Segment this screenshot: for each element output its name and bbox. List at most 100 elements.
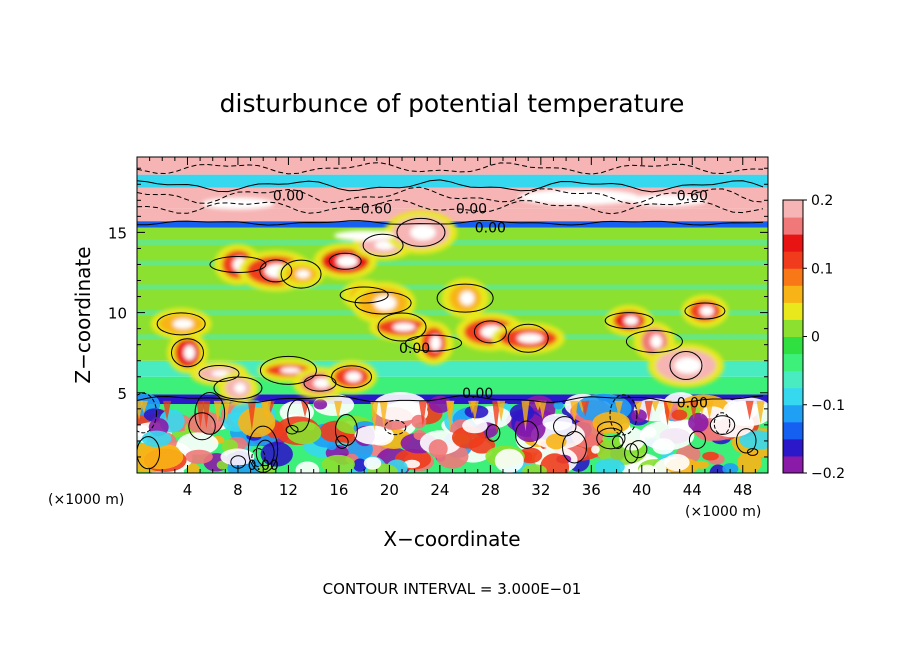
contour-ring-6	[339, 286, 389, 304]
turbulent-cell	[186, 463, 200, 473]
turbulent-contour	[611, 435, 624, 450]
turbulent-contour	[194, 391, 226, 435]
x-tick-label-7: 32	[531, 481, 550, 499]
contour-ring-13	[331, 365, 373, 389]
turbulent-cell	[295, 461, 320, 473]
turbulent-plume	[334, 400, 343, 420]
turbulent-contour	[514, 420, 539, 449]
turbulent-cell	[372, 392, 428, 422]
layer-band-1	[137, 394, 768, 405]
contour-ring-23	[436, 283, 494, 313]
x-tick-label-8: 36	[582, 481, 601, 499]
turbulent-cell	[709, 411, 755, 438]
turbulent-cell	[238, 407, 276, 438]
contour-line-5	[137, 219, 764, 226]
colorbar-tick-label-4: −0.2	[811, 466, 845, 482]
contour-ring-8	[170, 338, 204, 368]
colorbar-tick-label-2: 0	[811, 330, 820, 346]
turbulent-plume	[534, 400, 543, 411]
turbulent-cell	[540, 453, 570, 473]
x-tick-label-9: 40	[632, 481, 651, 499]
turbulent-cell	[363, 456, 382, 470]
turbulent-cell	[688, 412, 709, 433]
patch-peak-12	[313, 378, 331, 389]
turbulent-cell	[702, 451, 719, 461]
turbulent-plume	[644, 400, 653, 422]
contour-line-1	[137, 179, 764, 193]
turbulent-cell	[313, 394, 355, 416]
turbulent-cell	[522, 464, 547, 473]
turbulent-contour	[285, 424, 299, 435]
turbulent-plume	[492, 400, 501, 433]
colorbar-swatch-13	[783, 234, 803, 252]
turbulent-cell	[739, 430, 768, 450]
contour-ring-18	[604, 312, 654, 330]
x-tick-label-2: 12	[279, 481, 298, 499]
turbulent-cell	[494, 448, 524, 473]
contour-label-3: 0.00	[475, 221, 506, 237]
turbulent-cell	[354, 425, 392, 445]
turbulent-plume	[213, 400, 222, 423]
patch-peak-23	[460, 291, 475, 306]
x-tick-label-10: 44	[683, 481, 702, 499]
turbulent-contour	[746, 448, 759, 456]
x-axis-ticks: 4 8 12 16 20 24 28 32 36 40 44 48	[149, 157, 756, 499]
contour-line-4	[137, 162, 764, 175]
upper-warm-band-2	[627, 194, 708, 207]
turbulent-cell	[619, 427, 646, 451]
turbulent-contour	[596, 427, 626, 450]
turbulent-plume	[468, 400, 477, 414]
turbulent-cell	[631, 409, 647, 423]
colorbar-swatch-15	[783, 200, 803, 218]
colorbar-tick-label-1: 0.1	[811, 261, 833, 277]
upper-warm-band-0	[334, 230, 395, 241]
contour-ring-17	[507, 323, 549, 353]
turbulent-contour	[624, 443, 639, 464]
turbulent-plume	[581, 400, 590, 417]
turbulent-plume	[689, 400, 698, 420]
turbulent-plume	[697, 400, 706, 416]
turbulent-cell	[353, 458, 367, 472]
colorbar-swatch-2	[783, 421, 803, 440]
patch-peak-22	[173, 318, 194, 329]
contour-ring-11	[259, 355, 317, 385]
turbulent-cell	[257, 464, 276, 473]
turbulent-cell	[545, 433, 567, 450]
contour-ring-20	[669, 351, 703, 381]
patch-peak-5	[296, 270, 310, 279]
turbulent-cell	[321, 454, 355, 473]
patch-peak-8	[183, 345, 196, 360]
colorbar-swatch-3	[783, 404, 803, 423]
patch-peak-15	[430, 335, 442, 351]
colorbar: 0.2 0.1 0 −0.1 −0.2	[782, 193, 845, 482]
patch-peak-18	[624, 315, 639, 326]
y-axis-ticks: 5 10 15	[108, 167, 768, 458]
turbulent-cell	[286, 421, 322, 445]
patch-peak-0	[336, 255, 358, 268]
x-unit-right: (×1000 m)	[685, 504, 761, 520]
contour-ring-15	[405, 334, 463, 352]
turbulent-plume	[418, 400, 427, 427]
y-tick-label-1: 10	[108, 305, 127, 323]
contour-ring-1	[362, 233, 404, 257]
colorbar-swatch-4	[783, 387, 803, 406]
contour-line-6	[137, 395, 764, 404]
contour-ring-4	[259, 259, 293, 283]
turbulent-plume	[521, 400, 530, 432]
contour-line-2	[137, 186, 764, 205]
turbulent-plume	[497, 400, 506, 422]
colorbar-swatch-10	[783, 285, 803, 303]
patch-peak-10	[234, 382, 246, 394]
patch-peak-20	[674, 357, 702, 374]
upper-warm-band-3	[201, 197, 274, 210]
turbulent-cell	[591, 445, 600, 454]
colorbar-swatch-0	[783, 455, 803, 474]
contour-ring-5	[280, 259, 322, 289]
upper-warm-band-1	[518, 189, 639, 206]
turbulent-contour	[609, 394, 638, 436]
contour-label-6: 0.00	[462, 386, 493, 402]
turbulent-cell	[187, 411, 224, 435]
contour-ring-3	[209, 255, 267, 273]
turbulent-contour	[287, 399, 311, 433]
turbulent-plume	[196, 400, 205, 429]
